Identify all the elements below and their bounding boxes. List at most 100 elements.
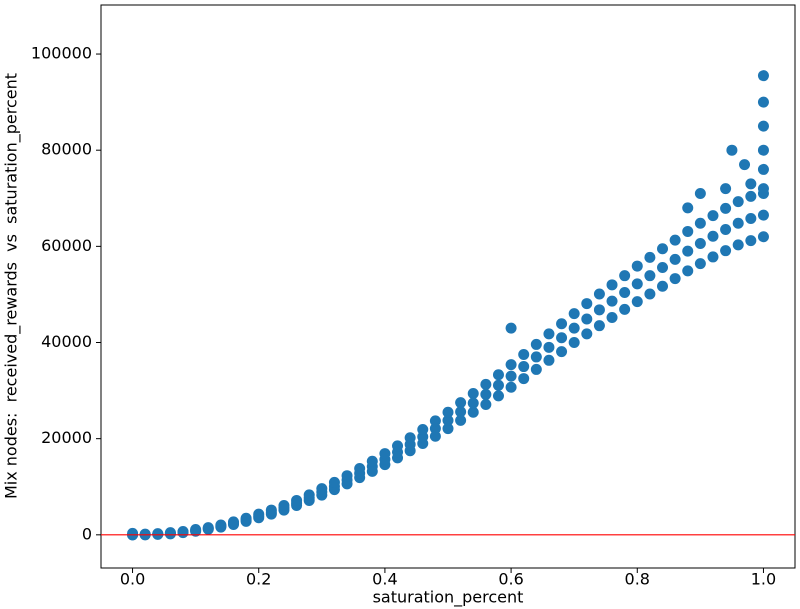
point (505, 359, 517, 371)
point (757, 144, 769, 156)
point (278, 499, 290, 511)
point (543, 354, 555, 366)
point (739, 159, 751, 171)
point (127, 527, 139, 539)
point (694, 237, 706, 249)
point (732, 196, 744, 208)
point (732, 239, 744, 251)
point (442, 414, 454, 426)
point (757, 163, 769, 175)
point (757, 209, 769, 221)
point (707, 251, 719, 263)
point (606, 312, 618, 324)
point (530, 363, 542, 375)
point (442, 406, 454, 418)
point (682, 265, 694, 277)
point (694, 187, 706, 199)
point (720, 183, 732, 195)
point (505, 322, 517, 334)
point (152, 528, 164, 540)
point (669, 273, 681, 285)
y-axis-label: Mix nodes: received_rewards vs saturatio… (2, 73, 22, 499)
point (139, 528, 151, 540)
point (455, 397, 467, 409)
point (202, 522, 214, 534)
y-tick-label: 100000 (31, 44, 92, 63)
x-axis-label: saturation_percent (373, 588, 524, 608)
point (556, 346, 568, 358)
point (518, 349, 530, 361)
point (669, 253, 681, 265)
point (190, 524, 202, 536)
point (530, 338, 542, 350)
point (619, 303, 631, 315)
point (442, 423, 454, 435)
point (682, 225, 694, 237)
point (455, 414, 467, 426)
point (619, 270, 631, 282)
point (757, 231, 769, 243)
point (404, 432, 416, 444)
point (543, 328, 555, 340)
point (492, 390, 504, 402)
point (492, 369, 504, 381)
point (593, 288, 605, 300)
point (694, 258, 706, 270)
point (467, 387, 479, 399)
point (429, 415, 441, 427)
point (480, 399, 492, 411)
point (265, 504, 277, 516)
point (316, 483, 328, 495)
point (392, 440, 404, 452)
y-tick-label: 0 (82, 524, 92, 543)
point (429, 423, 441, 435)
point (657, 262, 669, 274)
point (215, 519, 227, 531)
point (366, 455, 378, 467)
y-tick-label: 20000 (41, 428, 92, 447)
point (757, 120, 769, 132)
point (417, 424, 429, 436)
point (732, 217, 744, 229)
x-tick-label: 0.8 (625, 570, 650, 589)
point (644, 270, 656, 282)
point (581, 313, 593, 325)
point (467, 397, 479, 409)
point (593, 320, 605, 332)
point (518, 361, 530, 373)
point (682, 202, 694, 214)
point (657, 280, 669, 292)
point (657, 243, 669, 255)
point (745, 190, 757, 202)
point (745, 212, 757, 224)
point (669, 234, 681, 246)
point (757, 183, 769, 195)
point (505, 370, 517, 382)
point (619, 287, 631, 299)
point (720, 202, 732, 214)
point (480, 378, 492, 390)
point (240, 512, 252, 524)
point (644, 251, 656, 263)
point (631, 296, 643, 308)
point (694, 217, 706, 229)
x-tick-label: 0.0 (120, 570, 145, 589)
point (757, 96, 769, 108)
point (726, 144, 738, 156)
point (543, 341, 555, 353)
point (467, 406, 479, 418)
y-tick-label: 40000 (41, 332, 92, 351)
y-tick-label: 60000 (41, 236, 92, 255)
point (291, 494, 303, 506)
point (492, 379, 504, 391)
point (455, 406, 467, 418)
point (341, 470, 353, 482)
point (518, 373, 530, 385)
point (644, 288, 656, 300)
point (606, 279, 618, 291)
point (354, 462, 366, 474)
point (606, 295, 618, 307)
x-tick-label: 0.2 (246, 570, 271, 589)
plot-frame (100, 4, 796, 569)
